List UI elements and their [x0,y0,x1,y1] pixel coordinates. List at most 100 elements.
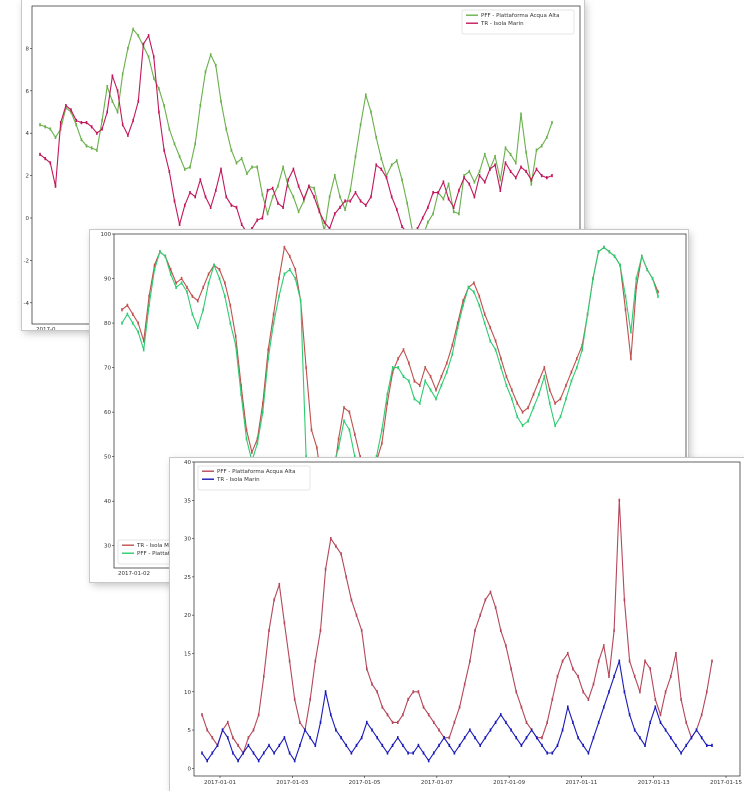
data-point [85,121,88,125]
data-point [268,628,270,633]
data-point [229,321,232,325]
data-point [484,180,486,184]
data-point [251,227,253,231]
y-tick-label: 25 [184,575,191,581]
data-point [227,720,229,724]
data-point [163,104,165,108]
data-point [153,55,155,59]
data-point [283,245,286,249]
data-point [391,743,394,747]
data-point [546,751,548,755]
data-point [240,222,243,226]
data-point [657,290,659,294]
data-point [504,146,507,150]
data-point [90,125,93,129]
data-point [186,290,188,294]
data-point [397,736,399,740]
series-points-2 [121,245,659,557]
data-point [287,184,289,188]
data-point [494,339,497,343]
data-point [257,713,260,717]
data-point [335,544,337,548]
data-point [237,759,239,763]
data-point [402,713,404,717]
data-point [494,720,497,724]
data-point [234,343,237,347]
data-point [232,751,234,755]
data-point [633,728,636,732]
data-point [597,250,600,254]
data-point [456,321,459,325]
data-point [680,697,682,701]
data-point [278,743,281,747]
x-tick-label: 2017-01-11 [565,780,597,786]
data-point [407,751,409,755]
data-point [458,743,461,747]
data-point [592,276,594,281]
data-point [305,366,307,370]
y-tick-label: 60 [104,410,111,416]
data-point [530,728,533,732]
data-point [216,743,219,747]
data-point [235,205,238,209]
data-point [268,743,270,747]
data-point [334,212,336,216]
data-point [247,736,250,740]
data-point [551,174,553,178]
data-point [630,357,632,361]
data-point [186,285,188,289]
data-point [546,720,548,724]
data-point [468,182,471,186]
data-point [535,148,538,152]
x-tick-label: 2017-01-07 [421,780,453,786]
data-point [127,46,129,50]
legend-3: PFF - Piattaforma Acqua Alta TR - Isola M… [197,465,311,491]
data-point [289,268,291,272]
data-point [204,195,207,199]
data-point [147,34,150,38]
data-point [577,736,579,740]
data-point [424,379,426,383]
data-point [173,142,176,146]
data-point [630,330,632,334]
data-point [343,406,345,410]
data-point [556,674,559,678]
data-point [381,743,384,747]
data-point [623,690,626,694]
data-point [227,736,229,740]
data-point [101,118,103,123]
data-point [111,99,114,103]
y-tick-label: 0 [188,766,192,772]
data-point [359,199,362,203]
x-tick-label: 2017-01-01 [204,780,236,786]
data-point [175,285,177,289]
data-point [458,188,460,192]
data-point [310,428,313,432]
y-tick-label: 8 [26,46,30,52]
data-point [525,169,527,173]
data-point [556,743,559,747]
data-point [706,690,708,694]
data-point [463,682,466,686]
data-point [690,736,693,740]
data-point [263,751,265,755]
chart-panel-3: 0 5 10 15 20 25 30 35 40 2017-01-01 2017-01-03 2017… [170,458,744,791]
data-point [70,110,72,114]
data-point [132,312,134,316]
y-tick-label: 50 [104,455,111,461]
data-point [240,383,242,387]
data-point [670,674,672,678]
data-point [175,281,177,285]
data-point [386,401,389,405]
data-point [266,188,269,192]
data-point [215,63,217,67]
y-tick-label: 20 [184,613,191,619]
data-point [586,312,589,316]
data-point [527,406,529,410]
data-point [380,167,383,171]
data-point [624,308,627,312]
data-point [680,751,682,755]
data-point [463,736,466,740]
data-point [309,697,311,701]
data-point [483,312,486,316]
